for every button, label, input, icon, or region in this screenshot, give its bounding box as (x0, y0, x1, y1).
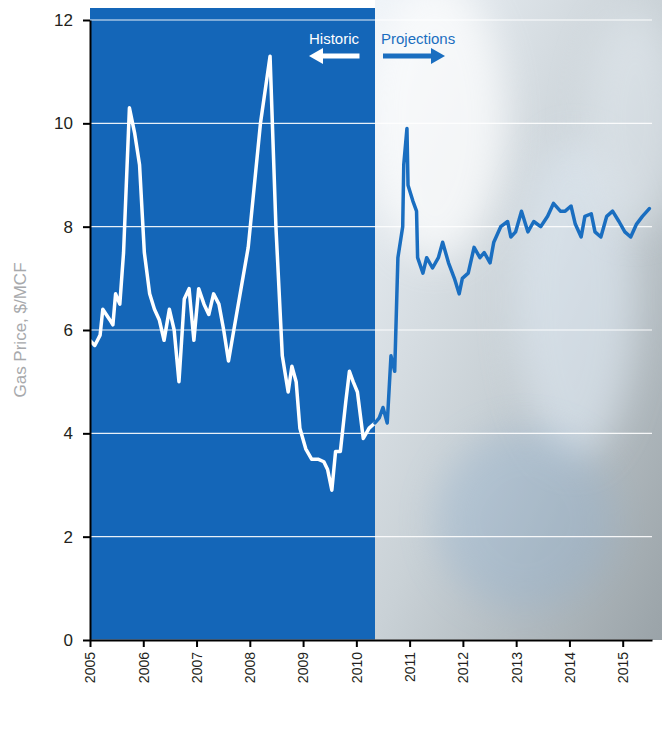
x-tick-label: 2005 (82, 652, 98, 683)
x-tick-mark (303, 640, 305, 647)
region-arrow-shaft (321, 54, 360, 59)
x-tick-mark (249, 640, 251, 647)
grid (90, 20, 652, 640)
region-labels: Historic Projections (309, 30, 455, 64)
x-tick: 2010 (349, 640, 365, 683)
series-line (375, 129, 649, 424)
x-tick-label: 2008 (242, 652, 258, 683)
x-tick: 2009 (295, 640, 311, 683)
grid-line (90, 433, 652, 434)
photo-glow (375, 0, 505, 260)
x-tick: 2013 (509, 640, 525, 683)
y-tick-mark (83, 330, 90, 332)
x-tick-label: 2006 (136, 652, 152, 683)
series-line (90, 56, 375, 490)
plot-area (90, 56, 649, 490)
chart-svg: 0 2 4 6 8 10 12 2005 2006 2007 2008 2009 2010 2011 201… (0, 0, 662, 729)
grid-line (90, 123, 652, 124)
y-tick-mark (83, 536, 90, 538)
photo-glow (585, 10, 662, 230)
x-tick-label: 2009 (295, 652, 311, 683)
x-tick-mark (143, 640, 145, 647)
grid-line (90, 639, 652, 640)
y-axis-title: Gas Price, $/MCF (11, 262, 30, 397)
x-tick-label: 2014 (562, 652, 578, 683)
y-tick-mark (83, 20, 90, 22)
photo-glow (435, 430, 615, 610)
y-tick: 4 (64, 424, 90, 443)
y-tick: 6 (64, 321, 90, 340)
y-tick-label: 0 (64, 631, 73, 650)
x-tick: 2012 (455, 640, 471, 683)
x-tick-mark (569, 640, 571, 647)
x-axis-line (91, 640, 653, 642)
grid-line (90, 536, 652, 537)
x-tick: 2011 (402, 640, 418, 682)
grid-line (90, 19, 652, 20)
region-label: Projections (381, 30, 455, 47)
y-tick-mark (83, 226, 90, 228)
x-tick-label: 2011 (402, 652, 418, 682)
x-tick-label: 2015 (615, 652, 631, 683)
y-tick: 8 (64, 218, 90, 237)
x-tick: 2014 (562, 640, 578, 683)
x-tick-label: 2012 (455, 652, 471, 683)
x-axis: 2005 2006 2007 2008 2009 2010 2011 2012 2013 2014… (82, 640, 652, 683)
x-tick-label: 2007 (189, 652, 205, 683)
y-tick-label: 10 (54, 114, 73, 133)
x-tick: 2007 (189, 640, 205, 683)
region-arrow-head (431, 48, 445, 64)
y-tick-mark (83, 433, 90, 435)
x-tick-mark (516, 640, 518, 647)
y-axis: 0 2 4 6 8 10 12 (54, 11, 90, 650)
y-tick-label: 4 (64, 424, 73, 443)
y-tick: 2 (64, 528, 90, 547)
y-tick: 0 (64, 631, 90, 650)
x-tick: 2005 (82, 640, 98, 683)
y-tick: 12 (54, 11, 90, 30)
x-tick-mark (90, 640, 92, 647)
x-tick-mark (462, 640, 464, 647)
x-tick-mark (356, 640, 358, 647)
y-tick: 10 (54, 114, 90, 133)
x-tick-mark (409, 640, 411, 647)
photo-background (375, 0, 662, 640)
region-label: Historic (309, 30, 360, 47)
x-tick-label: 2013 (509, 652, 525, 683)
chart-container: 0 2 4 6 8 10 12 2005 2006 2007 2008 2009 2010 2011 201… (0, 0, 662, 729)
region-arrow-head (309, 48, 323, 64)
x-tick: 2015 (615, 640, 631, 683)
y-tick-label: 2 (64, 528, 73, 547)
historic-background (90, 8, 375, 640)
y-tick-label: 6 (64, 321, 73, 340)
x-tick: 2006 (136, 640, 152, 683)
x-tick-mark (622, 640, 624, 647)
x-tick-label: 2010 (349, 652, 365, 683)
x-tick: 2008 (242, 640, 258, 683)
region-arrow-shaft (383, 54, 433, 59)
x-tick-mark (196, 640, 198, 647)
y-tick-label: 12 (54, 11, 73, 30)
y-tick-label: 8 (64, 218, 73, 237)
grid-line (90, 226, 652, 227)
y-tick-mark (83, 123, 90, 125)
y-tick-mark (83, 640, 90, 642)
